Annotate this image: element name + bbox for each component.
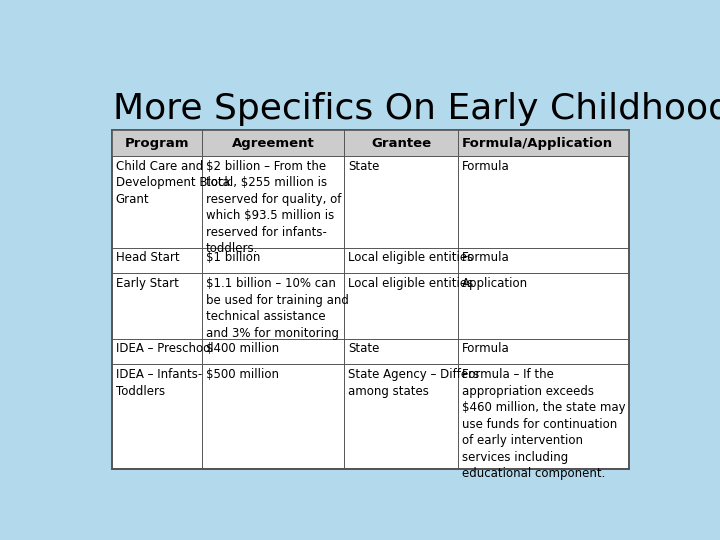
Text: $2 billion – From the
total, $255 million is
reserved for quality, of
which $93.: $2 billion – From the total, $255 millio… [206,160,341,255]
Text: State: State [348,160,379,173]
Text: $1 billion: $1 billion [206,252,261,265]
Text: IDEA – Infants-
Toddlers: IDEA – Infants- Toddlers [116,368,202,397]
Text: State: State [348,342,379,355]
Text: Local eligible entities: Local eligible entities [348,252,474,265]
Bar [112,130,629,156]
Text: Application: Application [462,277,528,290]
Text: IDEA – Preschool: IDEA – Preschool [116,342,213,355]
Text: Formula/Application: Formula/Application [462,137,613,150]
Text: $400 million: $400 million [206,342,279,355]
Text: Early Start: Early Start [116,277,179,290]
Text: Formula: Formula [462,252,510,265]
Text: Program: Program [125,137,189,150]
Text: Formula – If the
appropriation exceeds
$460 million, the state may
use funds for: Formula – If the appropriation exceeds $… [462,368,626,480]
Bar [112,130,629,469]
Text: Grantee: Grantee [371,137,431,150]
Text: Head Start: Head Start [116,252,179,265]
Text: Local eligible entities: Local eligible entities [348,277,474,290]
Text: $500 million: $500 million [206,368,279,381]
Text: State Agency – Differs
among states: State Agency – Differs among states [348,368,480,397]
Text: Agreement: Agreement [232,137,315,150]
Text: Child Care and
Development Block
Grant: Child Care and Development Block Grant [116,160,231,206]
Text: More Specifics On Early Childhood Funding: More Specifics On Early Childhood Fundin… [113,92,720,126]
Text: Formula: Formula [462,342,510,355]
Text: Formula: Formula [462,160,510,173]
Text: $1.1 billion – 10% can
be used for training and
technical assistance
and 3% for : $1.1 billion – 10% can be used for train… [206,277,349,340]
